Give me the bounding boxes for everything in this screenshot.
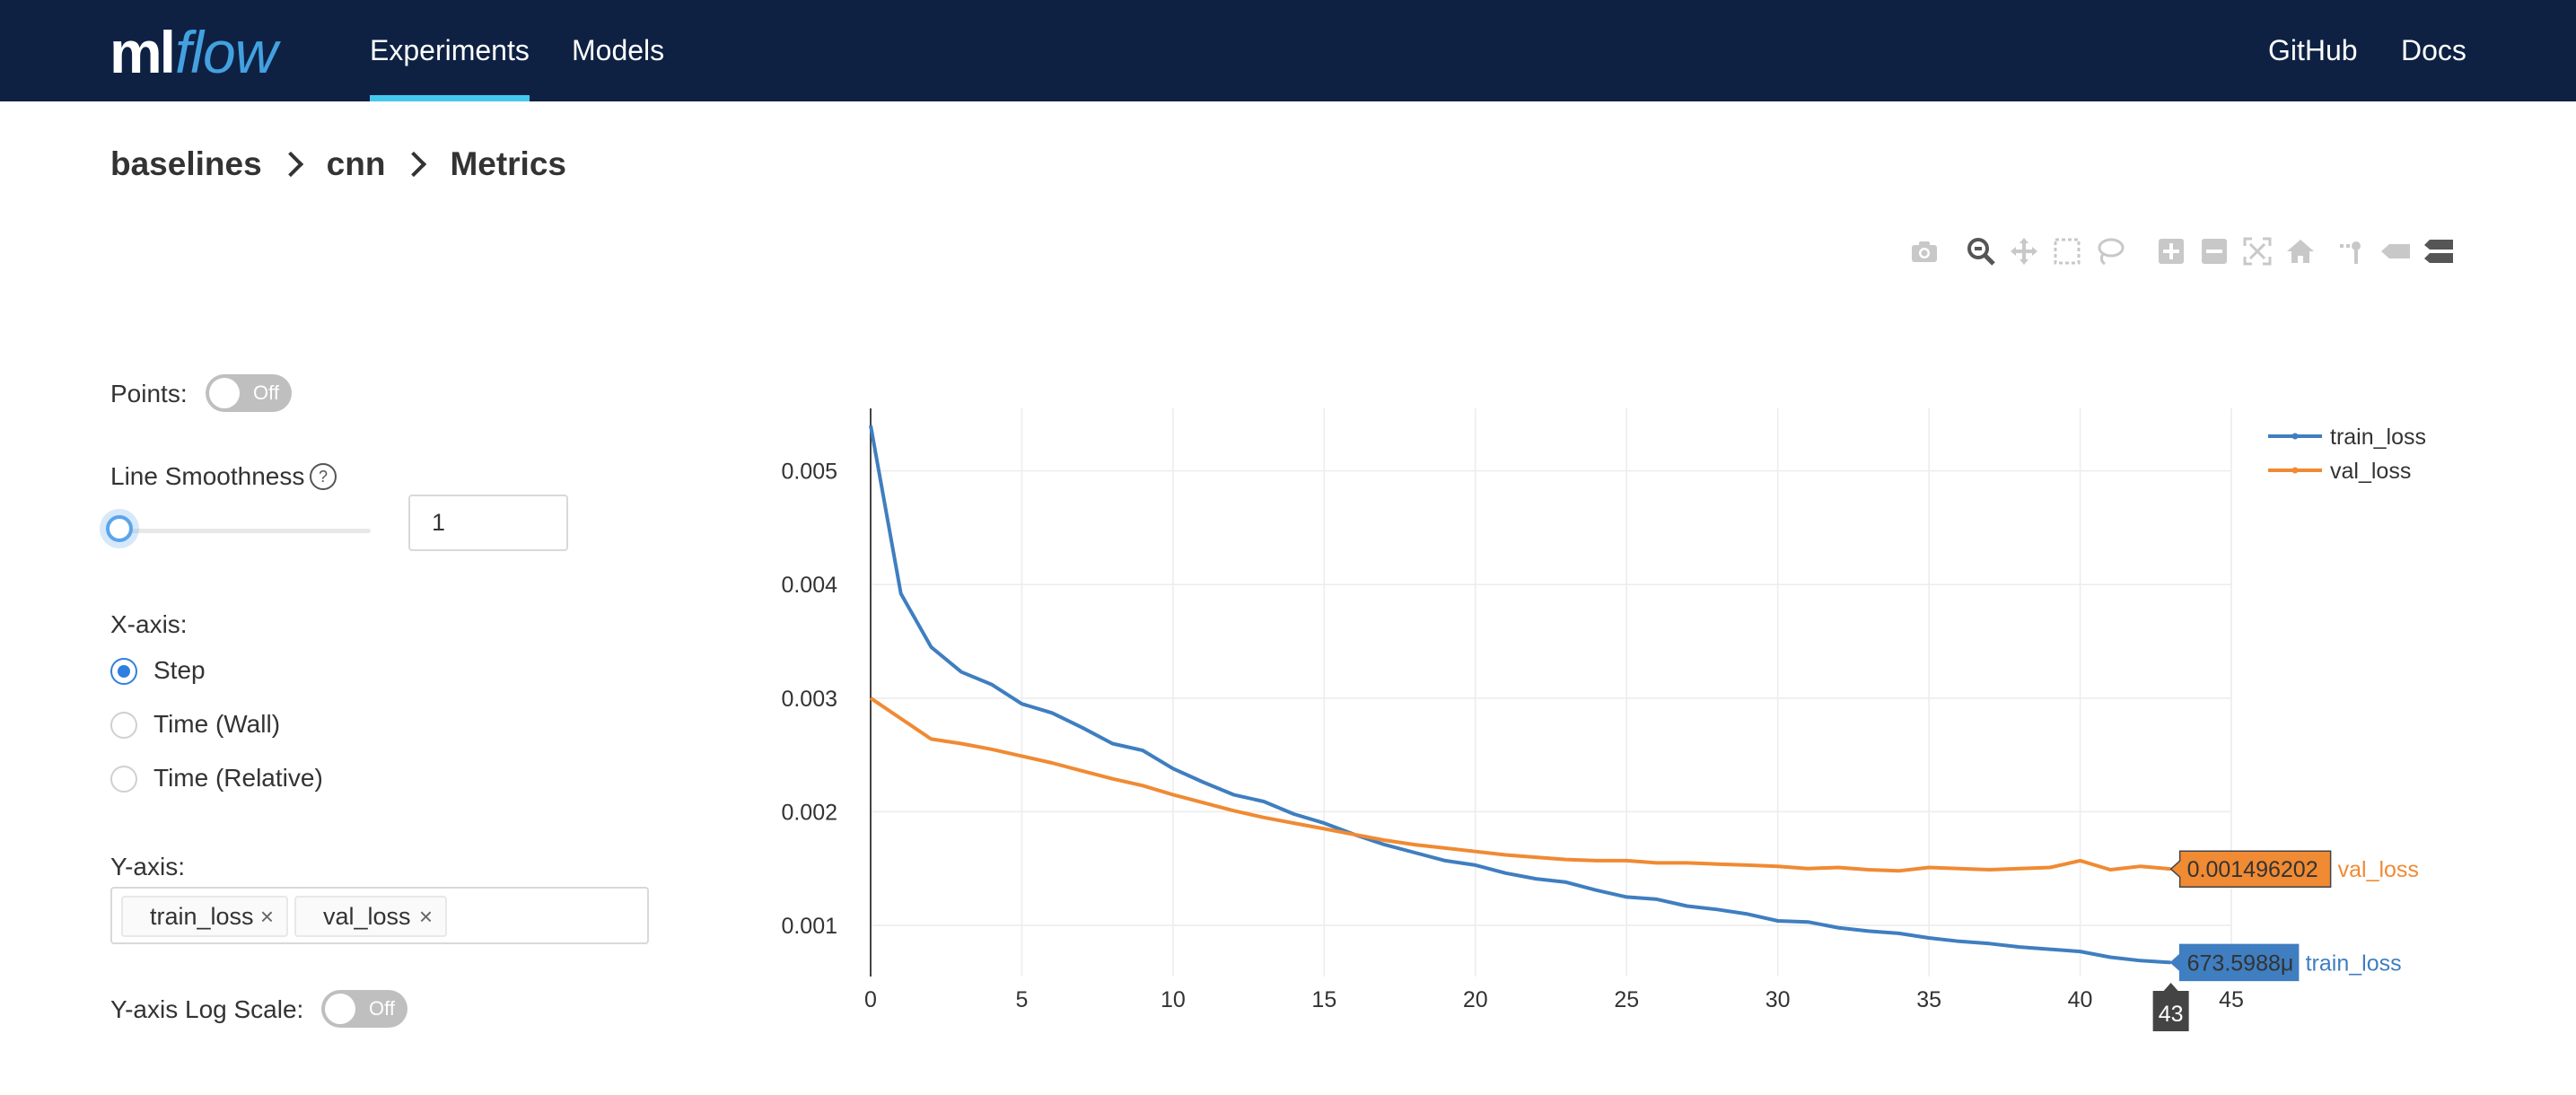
reset-axes-icon[interactable] <box>2284 235 2317 267</box>
toggle-knob <box>209 378 240 408</box>
x-tick-label: 35 <box>1916 987 1941 1012</box>
smoothness-slider-track[interactable] <box>121 529 371 533</box>
legend-item-train_loss: train_loss <box>2330 425 2426 450</box>
tag-label: val_loss <box>323 903 411 930</box>
x-tick-label: 10 <box>1161 987 1186 1012</box>
x-tick-label: 15 <box>1311 987 1336 1012</box>
x-tick-label: 45 <box>2219 987 2244 1012</box>
toggle-knob <box>325 994 355 1024</box>
nav-models[interactable]: Models <box>572 34 665 66</box>
hover-label-val_loss <box>2169 850 2332 888</box>
lasso-select-icon[interactable] <box>2094 235 2126 267</box>
hover-closest-icon[interactable] <box>2379 235 2412 267</box>
help-icon[interactable]: ? <box>310 463 337 490</box>
y-tick-label: 0.004 <box>781 573 837 598</box>
x-tick-label: 0 <box>864 987 877 1012</box>
val_loss-line <box>869 696 2171 873</box>
breadcrumb-experiment[interactable]: baselines <box>110 145 262 182</box>
tag-label: train_loss <box>150 903 254 930</box>
y-tick-label: 0.001 <box>781 914 837 939</box>
hover-value-val_loss: 0.001496202 <box>2187 857 2318 882</box>
radio-time-wall-label[interactable]: Time (Wall) <box>153 710 281 738</box>
smoothness-slider-handle[interactable] <box>106 515 133 542</box>
y-axis-tag-val-loss: val_loss × <box>294 896 447 937</box>
x-tick-label: 40 <box>2068 987 2093 1012</box>
radio-time-wall[interactable] <box>110 712 137 739</box>
train_loss-line <box>869 425 2171 965</box>
breadcrumb-page: Metrics <box>450 145 566 182</box>
y-axis-tag-train-loss: train_loss × <box>121 896 288 937</box>
x-tick-label: 5 <box>1015 987 1028 1012</box>
nav-github[interactable]: GitHub <box>2268 34 2358 66</box>
legend-marker <box>2291 433 2299 440</box>
hover-x-label-box <box>2152 983 2189 1031</box>
legend-marker <box>2291 467 2299 474</box>
close-icon[interactable]: × <box>259 903 274 930</box>
breadcrumb: baselines cnn Metrics <box>110 144 566 185</box>
nav-docs[interactable]: Docs <box>2401 34 2466 66</box>
line-smoothness-label: Line Smoothness <box>110 462 305 490</box>
smoothness-input[interactable]: 1 <box>408 495 568 551</box>
top-navbar: ml flow Experiments Models GitHub Docs <box>0 0 2576 101</box>
logo-flow-text: flow <box>175 19 277 85</box>
y-axis-label: Y-axis: <box>110 853 186 880</box>
x-tick-label: 20 <box>1463 987 1488 1012</box>
points-toggle[interactable]: Off <box>206 374 292 412</box>
x-tick-label: 30 <box>1766 987 1791 1012</box>
zoom-out-icon[interactable] <box>2198 235 2230 267</box>
hover-value-train_loss: 673.5988μ <box>2187 950 2294 976</box>
y-tick-label: 0.002 <box>781 800 837 825</box>
close-icon[interactable]: × <box>418 903 433 930</box>
log-scale-toggle[interactable]: Off <box>321 990 407 1028</box>
hover-label-train_loss <box>2169 943 2300 982</box>
points-toggle-text: Off <box>253 381 279 404</box>
box-select-icon[interactable] <box>2051 235 2083 267</box>
y-axis-select[interactable]: train_loss × val_loss × <box>110 887 649 944</box>
y-tick-label: 0.005 <box>781 460 837 485</box>
camera-icon[interactable] <box>1908 235 1941 267</box>
autoscale-icon[interactable] <box>2241 235 2274 267</box>
legend-item-val_loss: val_loss <box>2330 459 2411 484</box>
radio-time-relative-label[interactable]: Time (Relative) <box>153 764 323 792</box>
zoom-in-icon[interactable] <box>2155 235 2187 267</box>
x-tick-label: 25 <box>1614 987 1639 1012</box>
y-axis-log-scale-label: Y-axis Log Scale: <box>110 995 304 1023</box>
y-tick-label: 0.003 <box>781 687 837 712</box>
radio-time-relative[interactable] <box>110 766 137 793</box>
hover-name-val_loss: val_loss <box>2338 857 2419 882</box>
nav-experiments[interactable]: Experiments <box>370 0 530 101</box>
spike-lines-icon[interactable] <box>2336 235 2369 267</box>
hover-name-train_loss: train_loss <box>2306 950 2402 976</box>
radio-step[interactable] <box>110 658 137 685</box>
radio-step-label[interactable]: Step <box>153 656 206 684</box>
x-axis-label: X-axis: <box>110 610 188 638</box>
hover-x-label: 43 <box>2159 1002 2184 1027</box>
log-scale-toggle-text: Off <box>369 997 395 1020</box>
logo-ml-text: ml <box>110 19 176 85</box>
hover-compare-icon[interactable] <box>2423 235 2455 267</box>
mlflow-logo[interactable]: ml flow <box>110 7 277 88</box>
breadcrumb-run[interactable]: cnn <box>326 145 386 182</box>
points-label: Points: <box>110 380 188 407</box>
pan-icon[interactable] <box>2008 235 2040 267</box>
zoom-icon[interactable] <box>1965 235 1997 267</box>
